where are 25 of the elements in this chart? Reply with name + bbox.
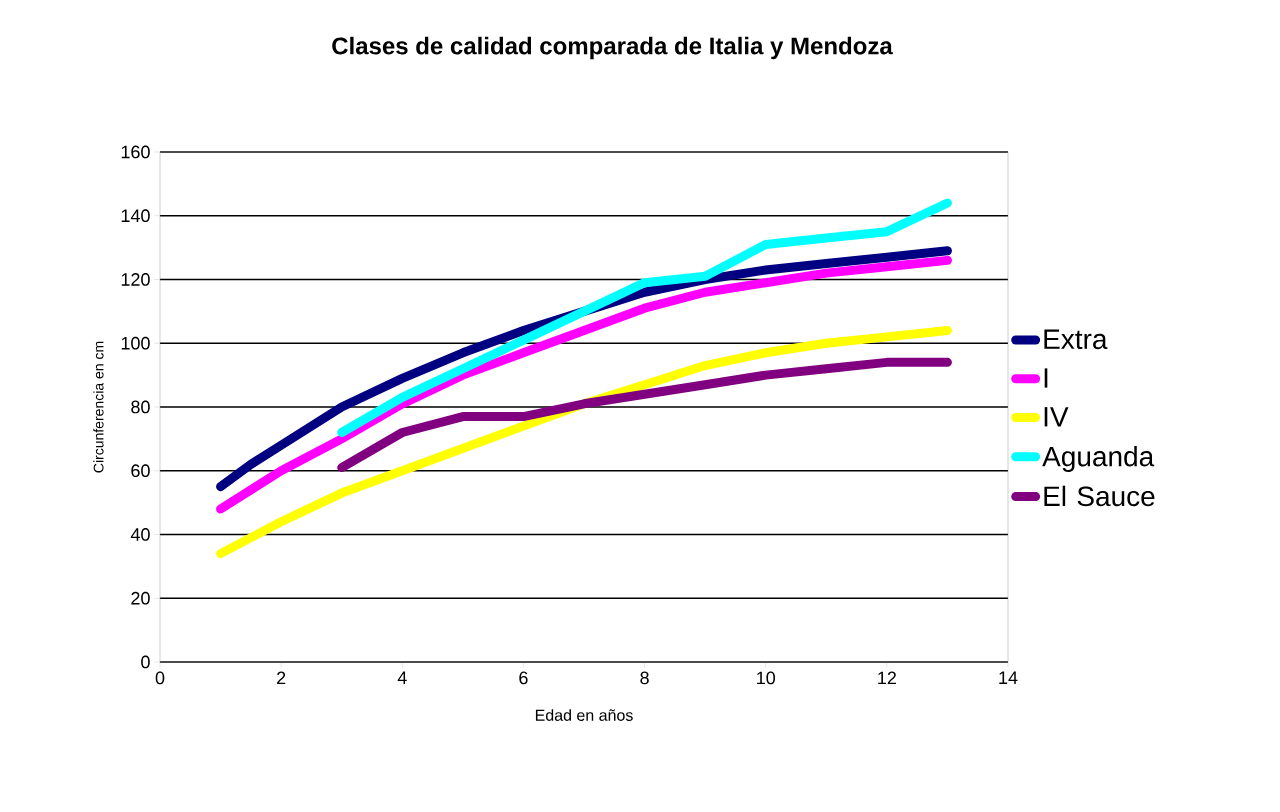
y-tick-label: 40 (130, 528, 150, 541)
x-tick-label: 14 (999, 671, 1018, 684)
x-tick-label: 12 (878, 671, 896, 685)
x-tick-label: 6 (519, 671, 528, 685)
y-tick-label: 140 (121, 209, 150, 223)
x-tick-label: 0 (155, 671, 165, 685)
x-tick-label: 8 (640, 671, 649, 685)
x-tick-label: 2 (277, 671, 286, 685)
y-axis-title: Circunferencia en cm (93, 341, 104, 473)
chart-title: Clases de calidad comparada de Italia y Mendoza (332, 36, 893, 60)
x-tick-label: 4 (397, 671, 407, 684)
y-tick-label: 160 (121, 145, 150, 159)
y-tick-label: 0 (141, 655, 150, 669)
y-tick-label: 120 (121, 273, 150, 286)
legend-label: Aguanda (1042, 445, 1155, 472)
legend-label: IV (1044, 407, 1069, 427)
x-tick-label: 10 (757, 671, 776, 685)
y-tick-label: 80 (131, 400, 150, 414)
legend-label: El Sauce (1044, 485, 1155, 507)
y-tick-label: 60 (131, 464, 150, 478)
x-axis-title: Edad en años (535, 709, 633, 721)
y-tick-label: 20 (131, 591, 150, 605)
legend-label: Extra (1044, 329, 1108, 350)
y-tick-label: 100 (121, 336, 150, 350)
legend-label: I (1044, 368, 1048, 388)
